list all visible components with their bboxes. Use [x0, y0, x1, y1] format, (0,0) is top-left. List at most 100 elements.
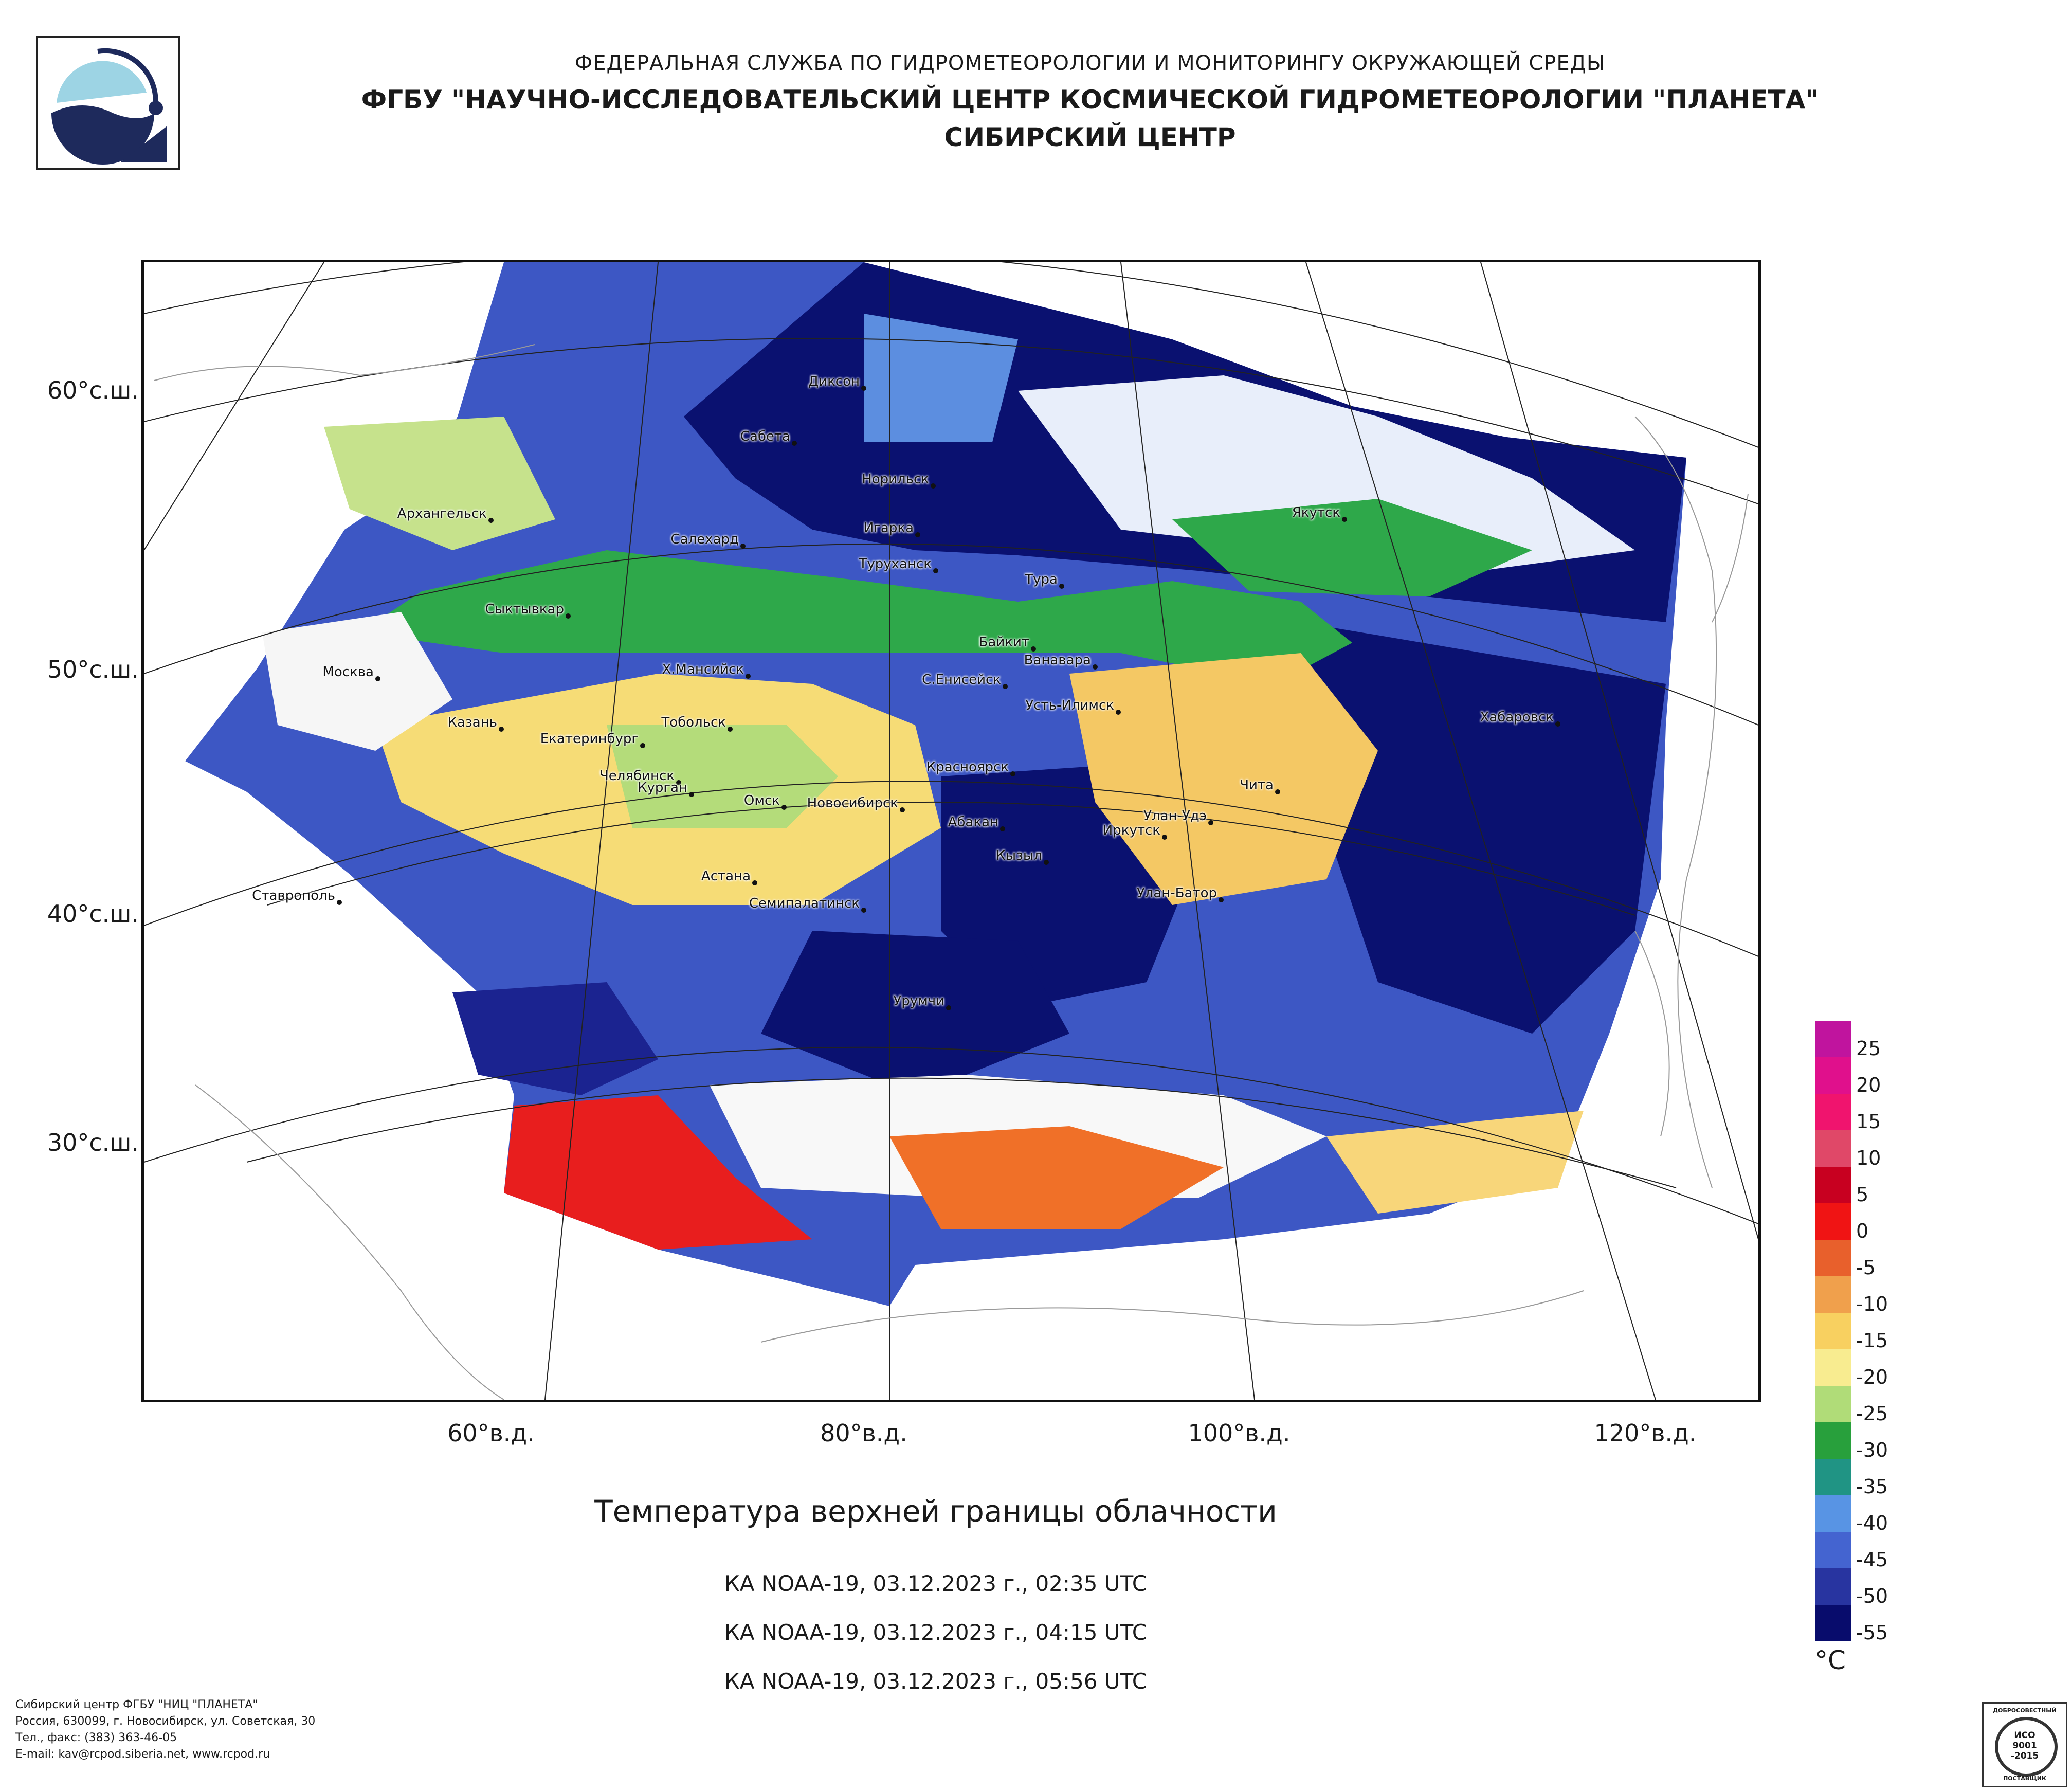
city-15-label: Усть-Илимск	[1025, 698, 1114, 713]
city-11-label: Ванавара	[1024, 653, 1091, 668]
legend-label: -55	[1856, 1621, 1888, 1644]
legend-swatch	[1815, 1021, 1851, 1057]
city-17-marker	[499, 727, 504, 732]
city-23-label: Омск	[743, 793, 780, 808]
city-0-label: Диксон	[808, 374, 860, 389]
legend-swatch	[1815, 1422, 1851, 1459]
city-33-marker	[861, 908, 866, 913]
city-22-label: Курган	[638, 780, 687, 795]
footer-email: E-mail: kav@rcpod.siberia.net, www.rcpod…	[15, 1748, 270, 1761]
iso-badge-year: -2015	[2010, 1751, 2039, 1761]
city-4-label: Салехард	[670, 532, 739, 547]
city-16-marker	[1555, 721, 1560, 727]
legend-label: -25	[1856, 1402, 1888, 1425]
city-26-label: Абакан	[948, 815, 998, 830]
city-31-marker	[337, 900, 342, 905]
footer-contacts: Сибирский центр ФГБУ "НИЦ "ПЛАНЕТА" Росс…	[15, 1697, 315, 1763]
city-20-label: Красноярск	[926, 759, 1009, 775]
city-26-marker	[1000, 826, 1005, 831]
city-13-marker	[375, 676, 380, 681]
graticule	[144, 262, 1758, 1400]
city-34-label: Урумчи	[893, 993, 944, 1009]
legend-swatch	[1815, 1568, 1851, 1605]
legend-swatch	[1815, 1495, 1851, 1532]
pass-3: КА NOAA-19, 03.12.2023 г., 05:56 UTC	[724, 1669, 1148, 1694]
legend-swatch	[1815, 1130, 1851, 1167]
city-27-label: Улан-Удэ	[1143, 808, 1207, 824]
legend-swatch	[1815, 1605, 1851, 1641]
city-2-marker	[931, 483, 936, 489]
pass-2: КА NOAA-19, 03.12.2023 г., 04:15 UTC	[724, 1620, 1148, 1645]
legend-swatch	[1815, 1240, 1851, 1276]
legend-swatch	[1815, 1167, 1851, 1203]
legend-label: -15	[1856, 1329, 1888, 1352]
city-24-label: Чита	[1240, 777, 1274, 793]
lat-label-30: 30°с.ш.	[47, 1129, 139, 1156]
legend-swatch	[1815, 1532, 1851, 1568]
city-31-label: Ставрополь	[252, 888, 335, 903]
city-15-marker	[1116, 710, 1121, 715]
city-29-label: Кызыл	[996, 848, 1042, 863]
planeta-logo	[36, 36, 180, 170]
center-line: СИБИРСКИЙ ЦЕНТР	[944, 122, 1236, 152]
city-28-label: Иркутск	[1102, 823, 1160, 838]
institute-line: ФГБУ "НАУЧНО-ИССЛЕДОВАТЕЛЬСКИЙ ЦЕНТР КОС…	[361, 85, 1819, 115]
legend-label: 25	[1856, 1037, 1881, 1060]
city-3-label: Архангельск	[397, 506, 487, 521]
legend-label: -30	[1856, 1439, 1888, 1461]
pass-1: КА NOAA-19, 03.12.2023 г., 02:35 UTC	[724, 1571, 1148, 1596]
lon-label-60: 60°в.д.	[447, 1419, 535, 1447]
city-21-label: Челябинск	[599, 768, 675, 784]
iso-badge-bottom: ПОСТАВЩИК	[2003, 1775, 2046, 1782]
city-12-label: Х.Мансийск	[662, 662, 744, 677]
city-4-marker	[740, 544, 746, 549]
city-18-label: Тобольск	[661, 715, 726, 730]
legend-swatch	[1815, 1459, 1851, 1495]
city-23-marker	[781, 805, 787, 810]
city-17-label: Казань	[447, 715, 497, 730]
city-5-label: Игарка	[863, 520, 914, 536]
city-10-marker	[1031, 646, 1036, 652]
map-frame	[141, 260, 1761, 1402]
legend-swatch	[1815, 1057, 1851, 1094]
footer-address: Россия, 630099, г. Новосибирск, ул. Сове…	[15, 1715, 316, 1728]
city-0-marker	[861, 386, 866, 391]
city-14-label: С.Енисейск	[922, 672, 1001, 688]
legend-unit: °C	[1815, 1645, 1846, 1675]
city-9-label: Сыктывкар	[485, 602, 564, 617]
legend-label: -50	[1856, 1585, 1888, 1607]
city-9-marker	[566, 613, 571, 619]
legend-swatch	[1815, 1313, 1851, 1349]
map-title: Температура верхней границы облачности	[594, 1494, 1277, 1529]
city-7-marker	[1342, 517, 1347, 522]
city-20-marker	[1010, 771, 1015, 776]
lon-label-120: 120°в.д.	[1594, 1419, 1697, 1447]
city-28-marker	[1162, 835, 1167, 840]
lat-label-50: 50°с.ш.	[47, 656, 139, 683]
legend-label: -40	[1856, 1512, 1888, 1534]
legend-label: 0	[1856, 1220, 1869, 1242]
legend-label: -20	[1856, 1366, 1888, 1388]
city-34-marker	[946, 1005, 951, 1010]
city-12-marker	[746, 674, 751, 679]
legend-swatch	[1815, 1276, 1851, 1313]
city-29-marker	[1044, 860, 1049, 865]
city-11-marker	[1093, 664, 1098, 670]
legend-swatch	[1815, 1094, 1851, 1130]
iso-badge-iso: ИСО	[2014, 1730, 2035, 1741]
legend-label: -5	[1856, 1256, 1876, 1279]
city-7-label: Якутск	[1292, 505, 1340, 520]
agency-line: ФЕДЕРАЛЬНАЯ СЛУЖБА ПО ГИДРОМЕТЕОРОЛОГИИ …	[574, 51, 1606, 75]
footer-org: Сибирский центр ФГБУ "НИЦ "ПЛАНЕТА"	[15, 1698, 258, 1711]
city-6-marker	[933, 568, 938, 573]
city-3-marker	[488, 518, 494, 523]
iso-badge-top: ДОБРОСОВЕСТНЫЙ	[1993, 1707, 2057, 1714]
city-25-marker	[900, 807, 905, 812]
city-14-marker	[1003, 684, 1008, 689]
legend-label: 5	[1856, 1183, 1869, 1206]
legend-label: -45	[1856, 1548, 1888, 1571]
city-10-label: Байкит	[978, 635, 1029, 650]
legend-label: 10	[1856, 1147, 1881, 1169]
city-19-marker	[640, 743, 645, 748]
coastlines	[154, 344, 1749, 1400]
